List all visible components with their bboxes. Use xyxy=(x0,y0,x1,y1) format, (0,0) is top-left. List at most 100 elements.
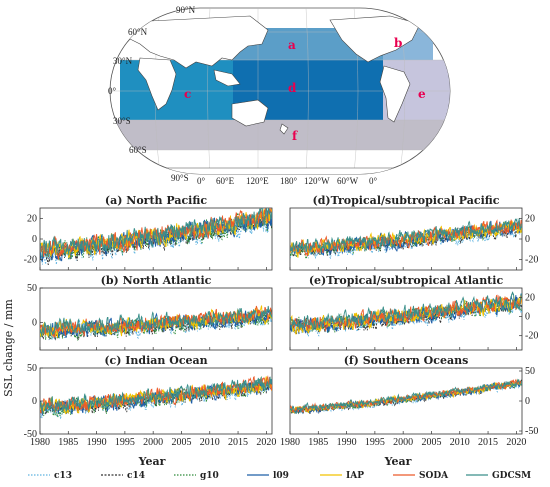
land-antarctica xyxy=(119,167,441,174)
land-eurasia xyxy=(127,15,269,69)
legend-label: c13 xyxy=(54,471,72,481)
lat-label-90s: 90°S xyxy=(171,173,189,183)
y-tick-label: 0 xyxy=(525,234,530,245)
y-tick-label: -20 xyxy=(525,331,538,342)
y-tick-label: 0 xyxy=(32,234,37,245)
y-tick-label: 50 xyxy=(27,363,37,374)
x-tick-label: 2000 xyxy=(393,437,413,448)
x-tick-label: 2005 xyxy=(171,437,191,448)
region-label-e: e xyxy=(418,87,426,101)
region-label-f: f xyxy=(292,129,298,143)
x-tick-label: 2005 xyxy=(421,437,441,448)
series-a-gdcsm xyxy=(40,208,272,259)
x-tick-label: 2015 xyxy=(228,437,248,448)
panel-d: (d)Tropical/subtropical Pacific -20 0 20 xyxy=(289,194,538,271)
world-map: a b c d e f 90°N 60°N 30°N 0° 30°S 60°S … xyxy=(108,5,451,186)
x-tick-label: 1995 xyxy=(365,437,385,448)
lon-label-60e: 60°E xyxy=(216,176,235,186)
region-label-d: d xyxy=(288,81,297,95)
land-africa xyxy=(137,57,177,111)
lat-label-30s: 30°S xyxy=(113,116,131,126)
land-se-asia xyxy=(213,69,241,87)
lat-label-60n: 60°N xyxy=(128,27,148,37)
y-tick-label: 20 xyxy=(525,213,535,224)
x-tick-label: 1995 xyxy=(115,437,135,448)
legend-label: l09 xyxy=(273,471,289,481)
legend-item-gdcsm: GDCSM xyxy=(466,471,531,481)
legend-label: GDCSM xyxy=(492,471,531,481)
lat-label-0: 0° xyxy=(108,86,117,96)
panel-f: (f) Southern Oceans -50 0 50 1980 1985 1990 199… xyxy=(280,354,538,448)
x-tick-label: 1980 xyxy=(280,437,300,448)
lon-label-0: 0° xyxy=(197,176,206,186)
lon-label-120w: 120°W xyxy=(304,176,330,186)
panel-b: (b) North Atlantic 0 50 xyxy=(27,274,273,351)
legend-label: IAP xyxy=(346,471,364,481)
legend-item-c14: c14 xyxy=(101,471,145,481)
lat-label-30n: 30°N xyxy=(113,56,133,66)
panel-grid: (a) North Pacific-20020(d)Tropical/subtr… xyxy=(24,194,539,448)
y-tick-label: -20 xyxy=(525,255,538,266)
panel-title-d: (d)Tropical/subtropical Pacific xyxy=(313,194,500,207)
lon-label-180: 180° xyxy=(280,176,298,186)
panel-c: (c) Indian Ocean -50 0 50 1980 1985 1990 1995 20… xyxy=(24,354,277,448)
lon-label-120e: 120°E xyxy=(246,176,269,186)
legend-item-soda: SODA xyxy=(393,471,449,481)
panel-title-c: (c) Indian Ocean xyxy=(104,354,207,367)
region-label-b: b xyxy=(394,36,402,50)
legend-item-g10: g10 xyxy=(174,471,219,481)
y-tick-label: 50 xyxy=(525,366,535,377)
series-e-gdcsm xyxy=(290,291,522,331)
legend-item-l09: l09 xyxy=(247,471,289,481)
land-southamerica xyxy=(379,65,411,123)
series-d-gdcsm xyxy=(290,217,522,253)
panel-a: (a) North Pacific -20 0 20 xyxy=(24,194,273,271)
series-f-gdcsm xyxy=(290,378,522,414)
x-tick-label: 1990 xyxy=(337,437,357,448)
lat-label-60s: 60°S xyxy=(129,145,147,155)
panel-e: (e)Tropical/subtropical Atlantic -20 0 20 xyxy=(289,274,538,351)
lat-label-90n: 90°N xyxy=(176,5,196,15)
panel-title-a: (a) North Pacific xyxy=(105,194,207,207)
y-tick-label: 0 xyxy=(32,317,37,328)
y-tick-label: -50 xyxy=(24,429,37,440)
x-tick-label: 2010 xyxy=(200,437,220,448)
y-tick-label: 0 xyxy=(32,396,37,407)
x-tick-label: 2020 xyxy=(256,437,276,448)
legend-item-c13: c13 xyxy=(28,471,72,481)
y-tick-label: -20 xyxy=(24,255,37,266)
x-tick-label: 1985 xyxy=(58,437,78,448)
region-label-c: c xyxy=(184,87,191,101)
x-axis-label-left: Year xyxy=(138,455,166,468)
land-newzealand xyxy=(279,123,289,135)
legend-label: SODA xyxy=(419,471,449,481)
panel-title-b: (b) North Atlantic xyxy=(101,274,212,287)
lon-label-0-east: 0° xyxy=(369,176,378,186)
y-tick-label: 50 xyxy=(27,283,37,294)
y-axis-label: SSL change / mm xyxy=(2,299,15,397)
x-tick-label: 2000 xyxy=(143,437,163,448)
panel-title-e: (e)Tropical/subtropical Atlantic xyxy=(309,274,504,287)
y-tick-label: 0 xyxy=(525,396,530,407)
land-northamerica xyxy=(329,15,421,63)
series-d-c13 xyxy=(290,223,522,260)
region-label-a: a xyxy=(288,38,296,52)
legend: c13 c14 g10 l09 IAP SODA GDCSM xyxy=(28,471,531,481)
y-tick-label: -50 xyxy=(525,426,538,437)
legend-label: c14 xyxy=(127,471,145,481)
region-f xyxy=(110,120,450,150)
x-tick-label: 2010 xyxy=(450,437,470,448)
x-tick-label: 1980 xyxy=(30,437,50,448)
region-c xyxy=(120,60,233,120)
lon-label-60w: 60°W xyxy=(337,176,359,186)
land-australia xyxy=(231,99,269,127)
x-tick-label: 2020 xyxy=(506,437,526,448)
series-b-gdcsm xyxy=(40,305,272,337)
x-tick-label: 1985 xyxy=(308,437,328,448)
y-tick-label: 20 xyxy=(525,293,535,304)
legend-label: g10 xyxy=(200,471,219,481)
series-c-gdcsm xyxy=(40,376,272,415)
y-tick-label: 20 xyxy=(27,213,37,224)
y-tick-label: 0 xyxy=(525,312,530,323)
